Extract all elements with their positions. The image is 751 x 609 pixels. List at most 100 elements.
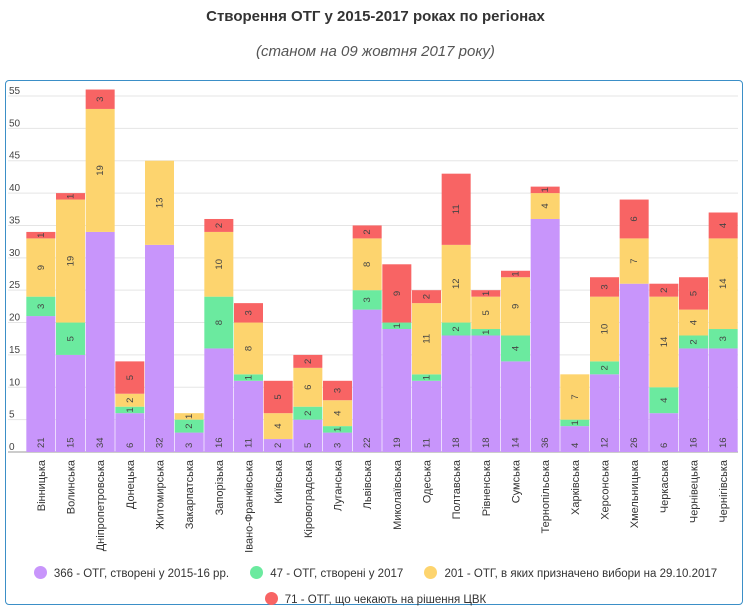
data-label: 12 xyxy=(451,278,462,289)
data-label: 2 xyxy=(214,223,225,228)
legend-label: 366 - ОТГ, створені у 2015-16 рр. xyxy=(53,568,230,580)
bar-segment-2 xyxy=(145,160,174,245)
data-label: 3 xyxy=(362,297,373,302)
bar-segment-3 xyxy=(619,199,649,239)
bar-segment-0 xyxy=(204,348,234,452)
bar-segment-0 xyxy=(382,329,412,452)
bar-segment-0 xyxy=(590,374,619,452)
bar-segment-3 xyxy=(234,303,263,323)
bar-segment-3 xyxy=(352,225,382,239)
bar-segment-0 xyxy=(649,413,679,452)
data-label: 2 xyxy=(362,229,373,234)
data-label: 6 xyxy=(659,443,670,448)
data-label: 1 xyxy=(184,414,195,419)
bar-segment-1 xyxy=(501,335,530,362)
data-label: 11 xyxy=(422,438,433,448)
data-label: 1 xyxy=(333,427,344,432)
bar-segment-0 xyxy=(471,335,501,452)
y-tick-label: 55 xyxy=(9,86,21,97)
bar-segment-2 xyxy=(26,238,56,297)
bar-segment-2 xyxy=(293,367,323,407)
bar-segment-3 xyxy=(441,173,471,245)
bar-segment-3 xyxy=(590,277,619,297)
data-label: 14 xyxy=(659,337,670,348)
data-label: 16 xyxy=(689,437,700,448)
bar-segment-2 xyxy=(708,238,738,330)
bar-segment-3 xyxy=(530,186,560,194)
chart-subtitle: (станом на 09 жовтня 2017 року) xyxy=(256,43,495,60)
bar-segment-3 xyxy=(501,270,530,278)
y-tick-label: 15 xyxy=(9,345,21,356)
category-label: Рівненська xyxy=(481,459,493,516)
data-label: 22 xyxy=(362,437,373,448)
bar-segment-2 xyxy=(501,277,530,336)
bar-segment-3 xyxy=(412,290,441,304)
category-label: Закарпатська xyxy=(184,459,196,529)
bar-segment-2 xyxy=(115,393,145,407)
legend-swatch-purple xyxy=(33,566,47,579)
data-label: 11 xyxy=(422,334,433,344)
data-label: 1 xyxy=(481,291,492,296)
category-label: Львівська xyxy=(362,459,374,509)
y-tick-label: 0 xyxy=(9,442,15,453)
bar-segment-2 xyxy=(619,238,649,284)
bar-segment-1 xyxy=(352,290,382,310)
category-label: Дніпропетровська xyxy=(95,459,107,551)
data-label: 7 xyxy=(570,394,581,399)
data-label: 19 xyxy=(66,256,77,267)
bar-segment-1 xyxy=(708,329,738,349)
legend-swatch-red xyxy=(264,592,278,605)
category-label: Миколаївська xyxy=(392,459,404,530)
bar-segment-0 xyxy=(679,348,708,452)
bar-segment-0 xyxy=(115,413,145,452)
legend-item-elections-scheduled[interactable]: 201 - ОТГ, в яких призначено вибори на 2… xyxy=(424,566,717,580)
category-label: Житомирська xyxy=(155,459,167,529)
bar-segment-2 xyxy=(263,413,293,440)
bar-segment-3 xyxy=(708,212,738,239)
data-label: 32 xyxy=(155,437,166,448)
data-label: 12 xyxy=(600,437,611,448)
bar-segment-0 xyxy=(560,426,590,452)
bar-segment-1 xyxy=(174,419,204,433)
bar-segment-2 xyxy=(412,303,441,375)
data-label: 19 xyxy=(392,437,403,448)
category-label: Донецька xyxy=(125,459,137,509)
data-label: 5 xyxy=(303,443,314,448)
category-label: Чернівецька xyxy=(689,459,701,523)
data-label: 2 xyxy=(600,365,611,370)
legend-item-created-2017[interactable]: 47 - ОТГ, створені у 2017 xyxy=(250,566,403,580)
bar-segment-2 xyxy=(56,199,85,323)
bar-segment-2 xyxy=(323,400,352,427)
category-label: Черкаська xyxy=(659,459,671,513)
legend-item-awaiting-cec[interactable]: 71 - ОТГ, що чекають на рішення ЦВК xyxy=(264,592,486,606)
legend-item-created-2015-16[interactable]: 366 - ОТГ, створені у 2015-16 рр. xyxy=(33,566,230,580)
bar-segment-0 xyxy=(234,380,263,452)
category-label: Тернопільська xyxy=(540,459,552,533)
bar-segment-0 xyxy=(323,432,352,452)
data-label: 1 xyxy=(244,375,255,380)
data-label: 9 xyxy=(392,291,403,296)
bar-segment-2 xyxy=(234,322,263,375)
y-tick-label: 25 xyxy=(9,280,21,291)
bar-segment-0 xyxy=(412,380,441,452)
data-label: 4 xyxy=(570,443,581,448)
bar-segment-2 xyxy=(204,231,234,297)
data-label: 2 xyxy=(689,339,700,344)
bar-segment-1 xyxy=(293,406,323,420)
legend-row-1: 366 - ОТГ, створені у 2015-16 рр. 47 - О… xyxy=(0,566,751,580)
bar-segment-3 xyxy=(382,264,412,323)
data-label: 3 xyxy=(333,388,344,393)
data-label: 2 xyxy=(451,326,462,331)
bar-segment-3 xyxy=(26,231,56,239)
category-label: Кіровоградська xyxy=(303,459,315,538)
bar-segment-3 xyxy=(56,193,85,200)
data-label: 4 xyxy=(540,203,551,208)
data-label: 9 xyxy=(36,265,47,270)
data-label: 3 xyxy=(95,97,106,102)
bar-segment-3 xyxy=(263,380,293,414)
legend-swatch-yellow xyxy=(424,566,438,579)
bar-segment-0 xyxy=(26,316,56,452)
data-label: 11 xyxy=(451,204,462,214)
data-label: 2 xyxy=(303,359,314,364)
bar-segment-2 xyxy=(85,108,115,232)
